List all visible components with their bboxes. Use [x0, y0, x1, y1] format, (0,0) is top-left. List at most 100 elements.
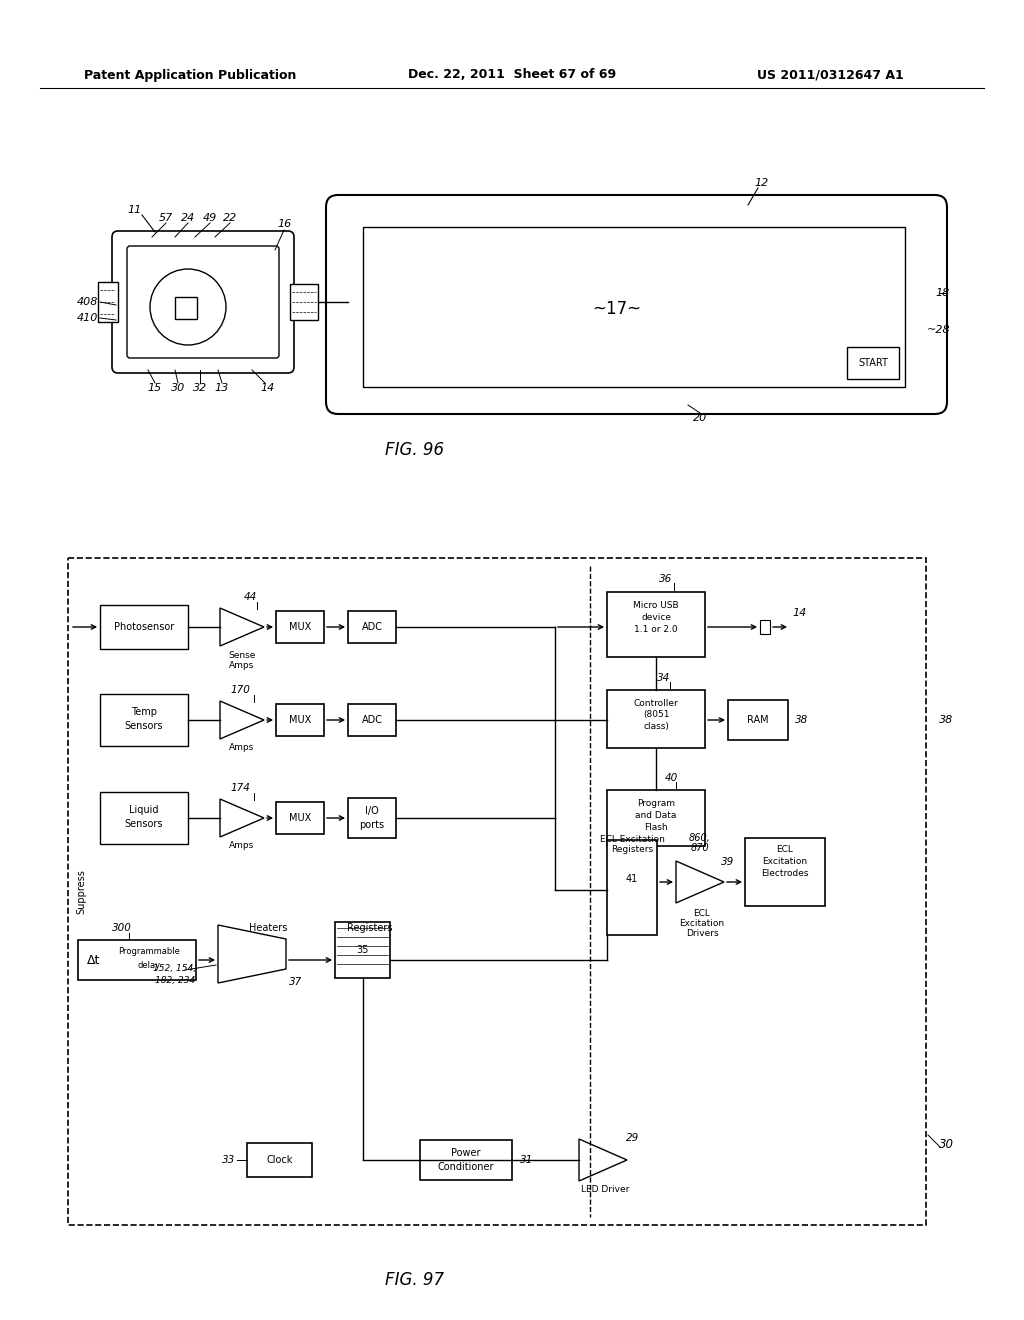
- Text: LED Driver: LED Driver: [581, 1185, 629, 1195]
- Bar: [175, 297, 197, 319]
- Text: 11: 11: [128, 205, 142, 215]
- Text: ECL: ECL: [776, 846, 794, 854]
- Text: class): class): [643, 722, 669, 731]
- Text: 182, 234: 182, 234: [155, 975, 196, 985]
- FancyBboxPatch shape: [326, 195, 947, 414]
- Text: Heaters: Heaters: [249, 923, 287, 933]
- Bar: [290, 284, 318, 319]
- Text: MUX: MUX: [289, 622, 311, 632]
- Text: 44: 44: [244, 591, 257, 602]
- Text: Excitation: Excitation: [680, 920, 725, 928]
- Text: Sense: Sense: [228, 651, 256, 660]
- Text: MUX: MUX: [289, 813, 311, 822]
- Text: ECL: ECL: [693, 909, 711, 919]
- Text: 410: 410: [77, 313, 98, 323]
- Text: 30: 30: [171, 383, 185, 393]
- Text: 22: 22: [223, 213, 238, 223]
- Polygon shape: [220, 701, 264, 739]
- Bar: [348, 799, 396, 838]
- Text: Controller: Controller: [634, 698, 678, 708]
- Text: 20: 20: [693, 413, 708, 422]
- Bar: [98, 282, 118, 322]
- Bar: [78, 940, 196, 979]
- Text: 13: 13: [215, 383, 229, 393]
- Text: and Data: and Data: [635, 812, 677, 821]
- Text: Sensors: Sensors: [125, 818, 163, 829]
- Text: Sensors: Sensors: [125, 721, 163, 731]
- Bar: [607, 789, 705, 846]
- Text: FIG. 96: FIG. 96: [385, 441, 444, 459]
- Text: MUX: MUX: [289, 715, 311, 725]
- Polygon shape: [676, 861, 724, 903]
- Text: Program: Program: [637, 800, 675, 808]
- Bar: [362, 227, 905, 387]
- Text: 33: 33: [222, 1155, 236, 1166]
- Polygon shape: [220, 799, 264, 837]
- Text: 14: 14: [793, 609, 807, 618]
- Text: 300: 300: [112, 923, 132, 933]
- Text: Clock: Clock: [266, 1155, 293, 1166]
- Bar: [68, 558, 926, 1225]
- Text: Suppress: Suppress: [76, 869, 86, 913]
- Text: 38: 38: [796, 715, 809, 725]
- Text: delay: delay: [137, 961, 161, 969]
- Bar: [100, 605, 188, 649]
- Text: RAM: RAM: [748, 715, 769, 725]
- Bar: [247, 1143, 312, 1177]
- Text: Programmable: Programmable: [118, 948, 180, 957]
- Text: (8051: (8051: [643, 710, 670, 719]
- Text: ADC: ADC: [361, 715, 383, 725]
- Text: Liquid: Liquid: [129, 805, 159, 814]
- Text: Registers: Registers: [611, 846, 653, 854]
- Text: 18: 18: [936, 288, 950, 298]
- Bar: [420, 1140, 512, 1180]
- Text: 41: 41: [626, 874, 638, 884]
- Bar: [276, 803, 324, 834]
- Text: Δt: Δt: [87, 953, 100, 966]
- Polygon shape: [218, 925, 286, 983]
- Text: 24: 24: [181, 213, 196, 223]
- Text: FIG. 97: FIG. 97: [385, 1271, 444, 1290]
- Bar: [276, 704, 324, 737]
- Text: 12: 12: [755, 178, 769, 187]
- Text: 34: 34: [657, 673, 671, 682]
- Text: Amps: Amps: [229, 743, 255, 752]
- Text: ~17~: ~17~: [592, 301, 641, 318]
- Text: Micro USB: Micro USB: [633, 601, 679, 610]
- Text: Drivers: Drivers: [686, 929, 718, 939]
- Text: 36: 36: [659, 574, 673, 583]
- Polygon shape: [579, 1139, 627, 1181]
- Text: 29: 29: [627, 1133, 640, 1143]
- Bar: [100, 792, 188, 843]
- Text: Excitation: Excitation: [763, 858, 808, 866]
- Text: 38: 38: [939, 715, 953, 725]
- Text: 31: 31: [520, 1155, 534, 1166]
- Text: Patent Application Publication: Patent Application Publication: [84, 69, 296, 82]
- Bar: [728, 700, 788, 741]
- Text: US 2011/0312647 A1: US 2011/0312647 A1: [757, 69, 903, 82]
- Text: 1.1 or 2.0: 1.1 or 2.0: [634, 624, 678, 634]
- Text: Amps: Amps: [229, 842, 255, 850]
- FancyBboxPatch shape: [127, 246, 279, 358]
- Text: Amps: Amps: [229, 660, 255, 669]
- Text: 30: 30: [939, 1138, 953, 1151]
- Text: Dec. 22, 2011  Sheet 67 of 69: Dec. 22, 2011 Sheet 67 of 69: [408, 69, 616, 82]
- Bar: [607, 591, 705, 657]
- Text: 40: 40: [665, 774, 678, 783]
- Text: 39: 39: [721, 857, 734, 867]
- Text: ports: ports: [359, 820, 385, 830]
- Bar: [335, 921, 390, 978]
- Text: 860,: 860,: [689, 833, 711, 843]
- Text: 32: 32: [193, 383, 207, 393]
- Text: Conditioner: Conditioner: [437, 1162, 495, 1172]
- Text: Photosensor: Photosensor: [114, 622, 174, 632]
- Bar: [607, 840, 657, 935]
- Circle shape: [150, 269, 226, 345]
- Text: START: START: [858, 358, 888, 368]
- Bar: [745, 838, 825, 906]
- Text: 152, 154,: 152, 154,: [154, 964, 197, 973]
- Text: 15: 15: [147, 383, 162, 393]
- Bar: [348, 704, 396, 737]
- Text: device: device: [641, 612, 671, 622]
- Text: ECL Excitation: ECL Excitation: [600, 836, 665, 845]
